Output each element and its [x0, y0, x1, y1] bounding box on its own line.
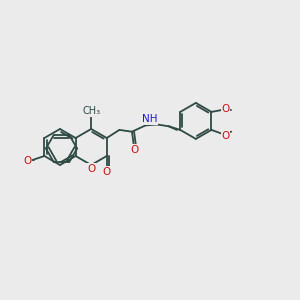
Text: NH: NH: [142, 114, 157, 124]
Text: O: O: [221, 103, 230, 114]
Text: O: O: [103, 167, 111, 177]
Text: O: O: [23, 156, 31, 166]
Text: O: O: [87, 164, 95, 174]
Text: CH₃: CH₃: [82, 106, 100, 116]
Text: O: O: [130, 145, 139, 155]
Text: O: O: [221, 131, 230, 141]
